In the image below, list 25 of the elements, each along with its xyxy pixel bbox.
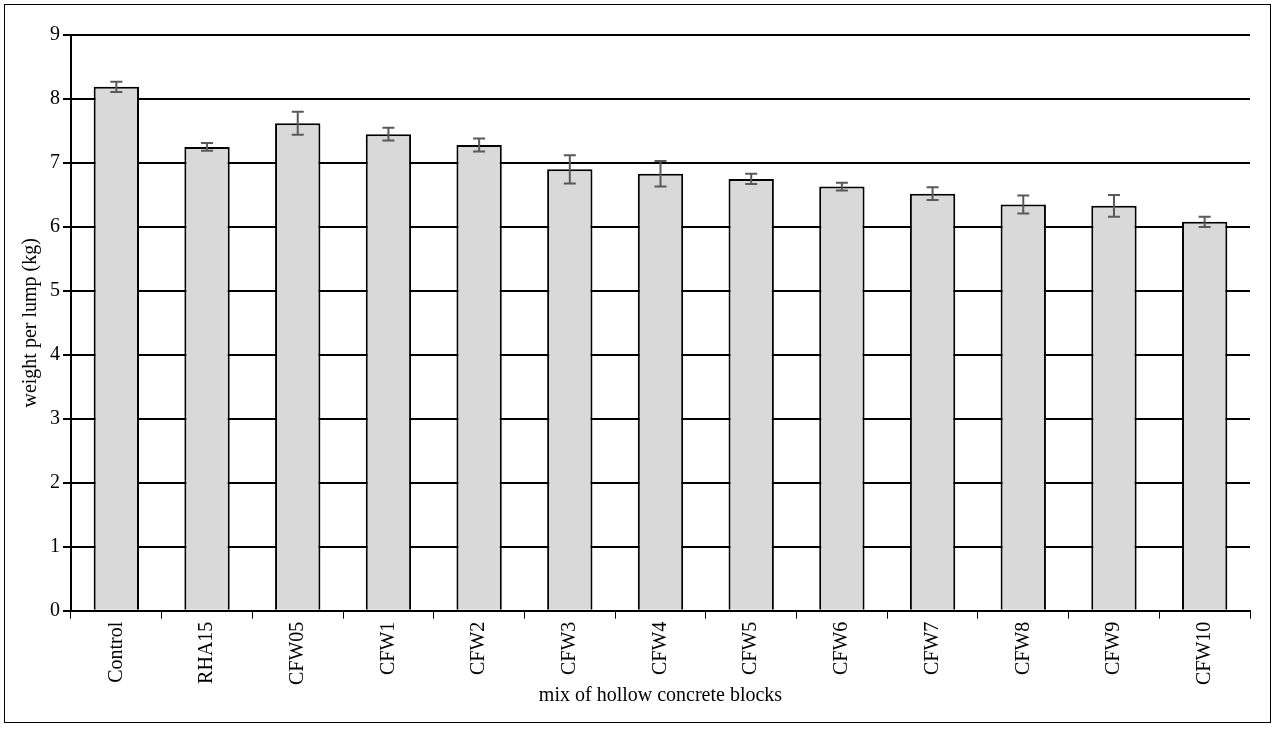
x-tick-label: Control xyxy=(103,621,126,683)
y-tick-label: 2 xyxy=(50,469,60,492)
y-axis-title: weight per lump (kg) xyxy=(18,238,42,408)
x-tick-label: CFW4 xyxy=(647,621,670,675)
x-tick-label: CFW1 xyxy=(375,621,398,675)
y-tick-label: 5 xyxy=(50,278,60,301)
y-tick-label: 6 xyxy=(50,214,60,237)
y-tick-label: 0 xyxy=(50,597,60,620)
x-tick-label: CFW5 xyxy=(738,621,761,675)
x-tick-label: CFW10 xyxy=(1191,621,1214,685)
x-tick-label: CFW2 xyxy=(466,621,489,675)
x-tick-label: CFW9 xyxy=(1101,621,1124,675)
y-tick-label: 4 xyxy=(50,342,60,365)
y-tick-label: 1 xyxy=(50,533,60,556)
y-tick-label: 8 xyxy=(50,86,60,109)
x-tick-label: RHA15 xyxy=(194,621,217,684)
x-tick-label: CFW8 xyxy=(1010,621,1033,675)
x-tick-label: CFW6 xyxy=(829,621,852,675)
x-tick-label: CFW05 xyxy=(284,621,307,685)
y-tick-label: 3 xyxy=(50,406,60,429)
x-tick-label: CFW7 xyxy=(919,621,942,675)
x-axis-title: mix of hollow concrete blocks xyxy=(538,683,783,706)
y-tick-label: 9 xyxy=(50,22,60,45)
x-tick-label: CFW3 xyxy=(557,621,580,675)
y-tick-label: 7 xyxy=(50,150,60,173)
